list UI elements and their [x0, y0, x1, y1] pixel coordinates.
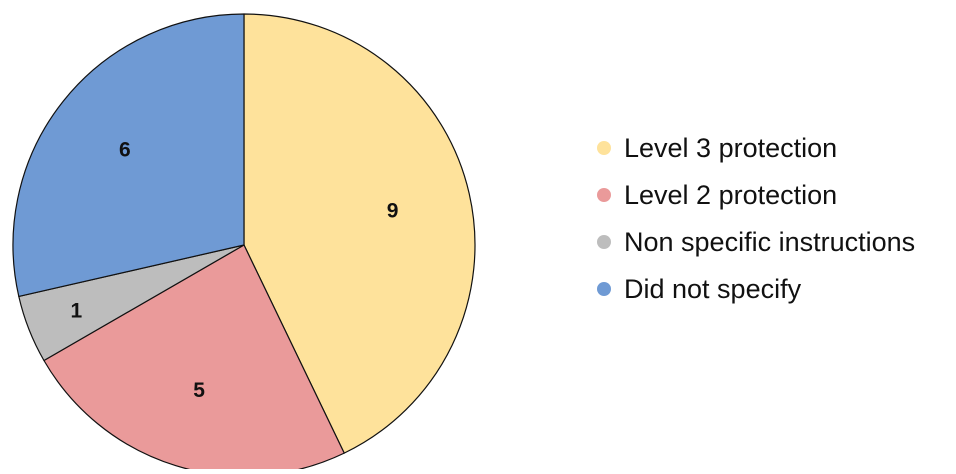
pie-data-label-1: 5 — [193, 379, 205, 402]
pie-slices — [12, 13, 476, 474]
legend-marker-0 — [597, 141, 611, 155]
legend-item-3: Did not specify — [597, 274, 802, 304]
legend-label-3: Did not specify — [624, 274, 802, 304]
pie-slice-3 — [12, 13, 245, 297]
legend: Level 3 protection Level 2 protection Non … — [597, 133, 915, 304]
legend-label-1: Level 2 protection — [624, 180, 837, 210]
legend-item-1: Level 2 protection — [597, 180, 837, 210]
pie-data-label-3: 6 — [119, 138, 131, 161]
legend-label-0: Level 3 protection — [624, 133, 837, 163]
pie-data-labels: 9 5 1 6 — [70, 138, 398, 402]
pie-slice-0 — [243, 13, 476, 454]
pie-data-label-0: 9 — [387, 200, 399, 223]
legend-item-0: Level 3 protection — [597, 133, 837, 163]
legend-marker-2 — [597, 235, 611, 249]
legend-marker-3 — [597, 282, 611, 296]
legend-item-2: Non specific instructions — [597, 227, 915, 257]
pie-data-label-2: 1 — [70, 299, 82, 322]
legend-label-2: Non specific instructions — [624, 227, 915, 257]
legend-marker-1 — [597, 188, 611, 202]
pie-slice-1 — [43, 244, 345, 474]
